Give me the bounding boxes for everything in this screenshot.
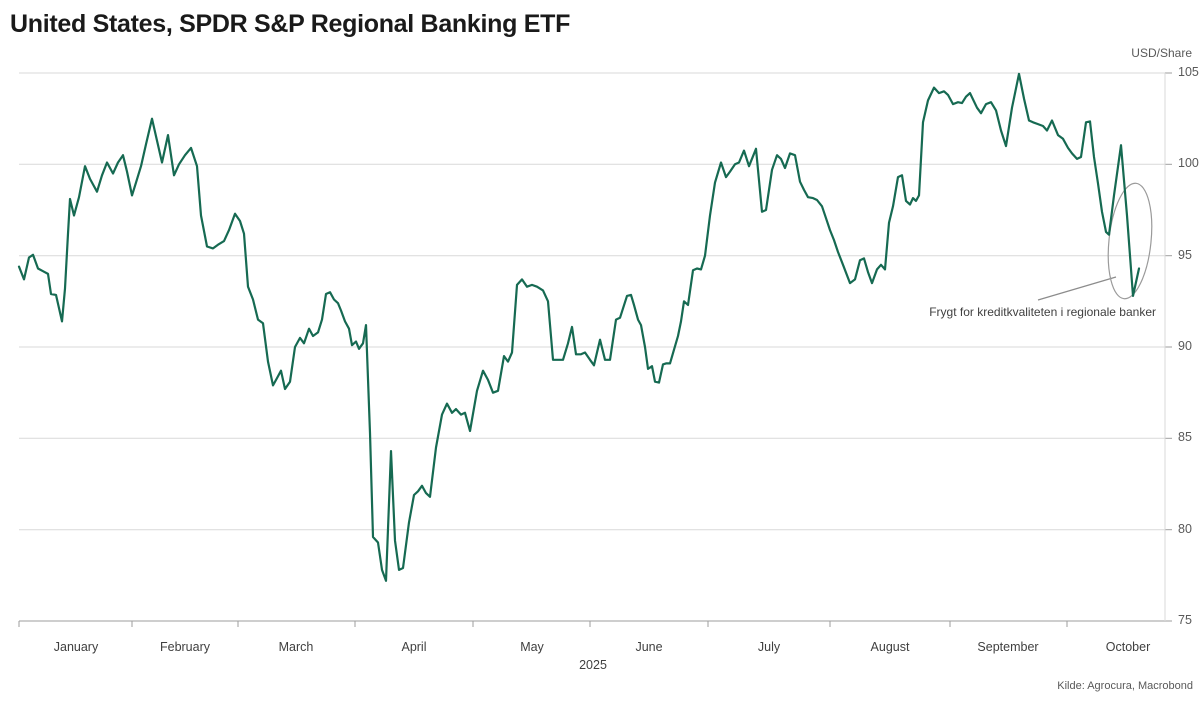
y-tick-label: 75 <box>1178 613 1192 627</box>
y-tick-label: 85 <box>1178 430 1192 445</box>
x-axis-month-label: February <box>159 640 211 654</box>
y-tick-label: 105 <box>1178 65 1199 79</box>
x-axis-month-label: April <box>401 640 427 654</box>
y-axis-unit-label: USD/Share <box>1131 46 1192 60</box>
chart-title: United States, SPDR S&P Regional Banking… <box>10 10 571 38</box>
y-tick-label: 100 <box>1178 156 1199 171</box>
x-axis-year-label: 2025 <box>579 658 607 672</box>
x-axis-month-label: July <box>757 640 781 654</box>
y-tick-label: 95 <box>1178 247 1192 262</box>
price-line <box>17 72 1141 582</box>
x-axis-month-label: January <box>53 640 99 654</box>
x-axis-month-label: May <box>520 640 544 654</box>
y-tick-label: 90 <box>1178 339 1192 353</box>
x-axis-month-label: March <box>278 640 314 654</box>
x-axis-month-label: October <box>1105 640 1151 654</box>
y-tick-label: 80 <box>1178 521 1192 536</box>
x-axis-month-label: September <box>977 640 1039 654</box>
annotation-connector-line <box>1037 276 1117 301</box>
x-axis-month-label: June <box>635 640 663 654</box>
source-credit: Kilde: Agrocura, Macrobond <box>1057 680 1193 692</box>
annotation-ellipse <box>1107 182 1153 300</box>
x-axis-month-label: August <box>870 640 910 654</box>
annotation-text: Frygt for kreditkvaliteten i regionale b… <box>929 305 1156 319</box>
